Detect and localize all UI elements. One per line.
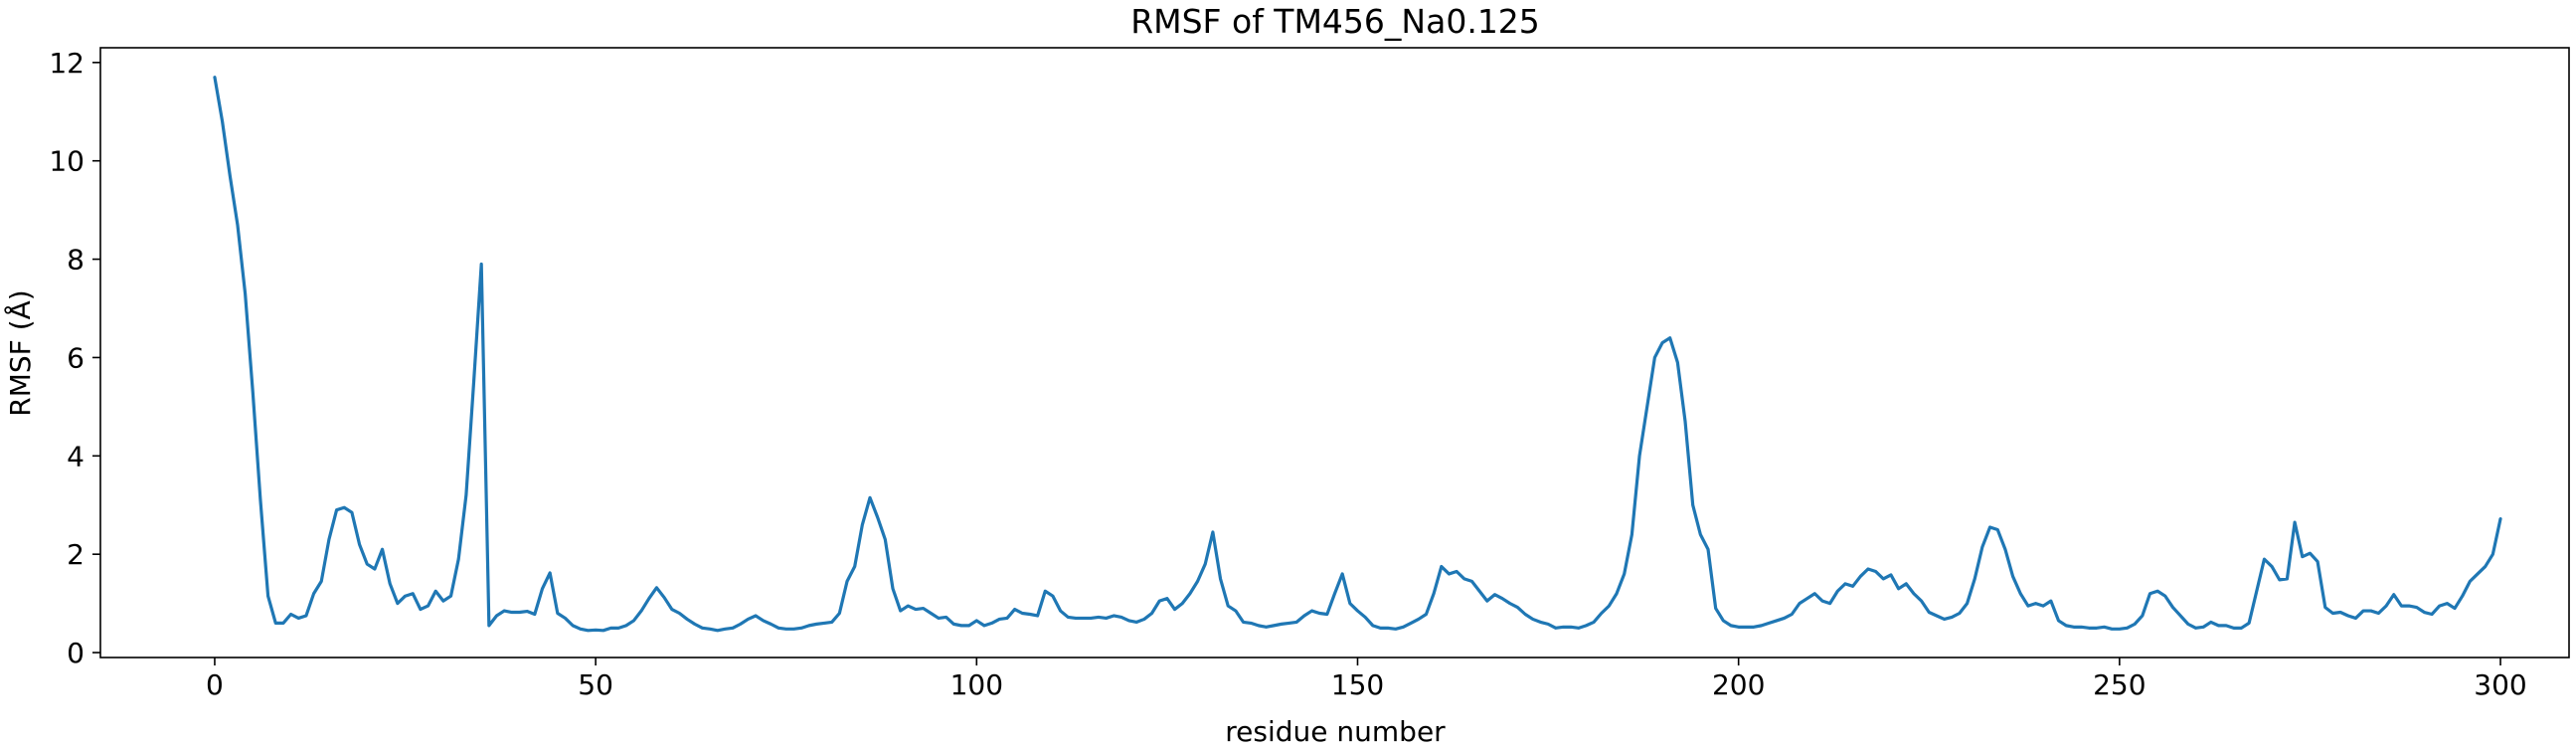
x-tick-label: 200 [1712,668,1765,701]
y-tick-label: 2 [67,538,85,571]
x-tick-label: 300 [2474,668,2526,701]
y-tick-label: 8 [67,244,85,277]
rmsf-series-line [213,76,2502,633]
y-tick-label: 0 [67,637,85,669]
chart-title: RMSF of TM456_Na0.125 [1130,2,1540,41]
x-tick-label: 50 [578,668,613,701]
y-tick-label: 10 [49,145,85,178]
plot-area-frame [99,47,2570,659]
y-axis-label: RMSF (Å) [3,289,37,416]
x-axis-ticks: 0 50 100 150 200 250 300 [206,658,2527,701]
y-tick-label: 6 [67,341,85,374]
y-axis-ticks: 0 2 4 6 8 10 12 [49,47,100,669]
y-tick-label: 4 [67,440,85,472]
x-tick-label: 0 [206,668,224,701]
x-axis-label: residue number [1225,715,1446,748]
x-tick-label: 250 [2093,668,2146,701]
x-tick-label: 150 [1331,668,1384,701]
series-group [213,76,2502,633]
y-tick-label: 12 [49,47,85,80]
x-tick-label: 100 [950,668,1003,701]
